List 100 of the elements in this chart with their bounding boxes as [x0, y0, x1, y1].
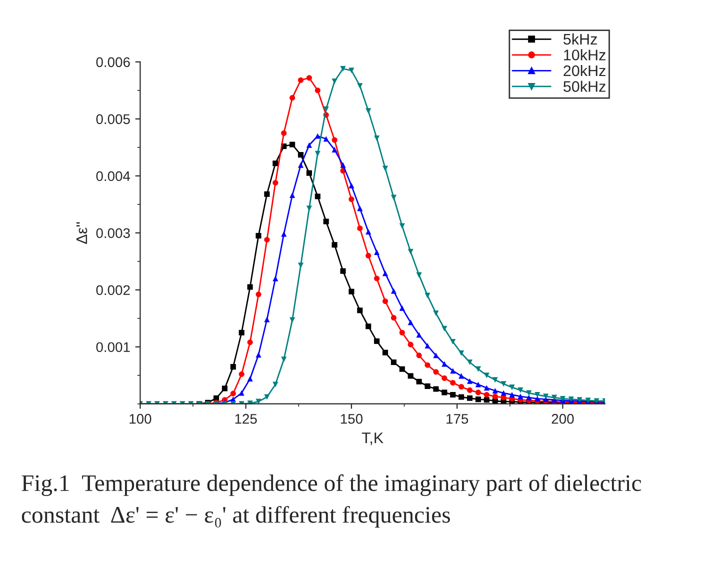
point — [238, 330, 244, 336]
y-tick-label: 0.001 — [96, 342, 130, 352]
point — [450, 338, 456, 345]
point — [382, 270, 388, 276]
legend-label: 50kHz — [563, 80, 606, 92]
point — [272, 180, 278, 186]
point — [509, 392, 515, 398]
point — [458, 350, 464, 356]
point — [298, 77, 304, 83]
point — [458, 384, 464, 390]
point — [366, 108, 372, 114]
point — [382, 350, 388, 356]
point — [458, 373, 464, 379]
point — [348, 182, 354, 188]
point — [290, 95, 296, 101]
point — [551, 394, 558, 400]
point — [518, 394, 524, 400]
point — [323, 218, 329, 224]
x-tick-label: 150 — [340, 414, 362, 424]
point — [366, 324, 372, 330]
x-axis-title: T,K — [362, 432, 384, 446]
y-tick-label: 0.004 — [96, 171, 130, 182]
point — [247, 340, 253, 346]
point — [399, 305, 405, 311]
point — [272, 382, 278, 388]
y-tick-label: 0.006 — [96, 57, 130, 68]
legend-label: 20kHz — [564, 64, 606, 76]
point — [433, 310, 439, 316]
point — [450, 368, 456, 374]
point — [390, 359, 396, 366]
point — [484, 392, 490, 398]
legend-label: 5kHz — [563, 33, 597, 45]
point — [247, 376, 253, 382]
point — [500, 390, 506, 396]
point — [374, 276, 380, 282]
point — [340, 66, 346, 72]
point — [247, 284, 253, 290]
x-tick-label: 125 — [235, 414, 257, 424]
point — [256, 292, 262, 298]
point — [290, 317, 296, 323]
point — [314, 194, 320, 200]
point — [357, 308, 363, 314]
point — [399, 366, 405, 372]
point — [238, 371, 244, 377]
point — [442, 375, 448, 381]
point — [374, 249, 380, 256]
point — [408, 248, 414, 254]
point — [433, 386, 439, 392]
point — [526, 390, 532, 396]
point — [466, 378, 473, 384]
point — [340, 162, 346, 168]
point — [424, 362, 430, 368]
point — [332, 146, 338, 152]
point — [357, 83, 363, 89]
point — [458, 394, 464, 400]
point — [272, 160, 278, 166]
point — [534, 392, 540, 398]
point — [290, 192, 296, 198]
point — [366, 228, 372, 235]
point — [416, 332, 422, 338]
point — [390, 288, 396, 294]
y-tick-label: 0.002 — [96, 285, 130, 296]
point — [543, 394, 549, 400]
point — [230, 390, 236, 396]
point — [256, 398, 262, 404]
point — [450, 392, 456, 398]
point — [340, 268, 346, 274]
point — [348, 196, 354, 202]
point — [408, 342, 414, 348]
point — [492, 394, 498, 400]
point — [442, 390, 448, 396]
point — [348, 68, 354, 74]
y-tick-label: 0.005 — [96, 114, 130, 124]
point — [416, 352, 422, 358]
point — [424, 292, 430, 298]
point — [230, 364, 236, 370]
point — [332, 242, 338, 248]
point — [314, 88, 320, 94]
point — [526, 394, 532, 400]
point — [509, 384, 515, 390]
y-tick-label: 0.003 — [96, 228, 130, 238]
point — [222, 386, 228, 392]
point — [492, 388, 498, 394]
point — [475, 390, 481, 396]
point — [357, 226, 363, 232]
point — [424, 342, 430, 348]
point — [332, 137, 338, 143]
point — [433, 352, 439, 358]
point — [256, 232, 262, 239]
point — [290, 142, 296, 148]
point — [484, 372, 490, 378]
point — [264, 394, 270, 400]
point — [382, 298, 388, 304]
legend-label: 10kHz — [564, 49, 606, 60]
point — [298, 162, 304, 168]
point — [492, 377, 498, 383]
point — [475, 366, 481, 372]
point — [264, 191, 270, 197]
y-axis-title: Δε'' — [76, 222, 88, 244]
point — [500, 381, 506, 387]
